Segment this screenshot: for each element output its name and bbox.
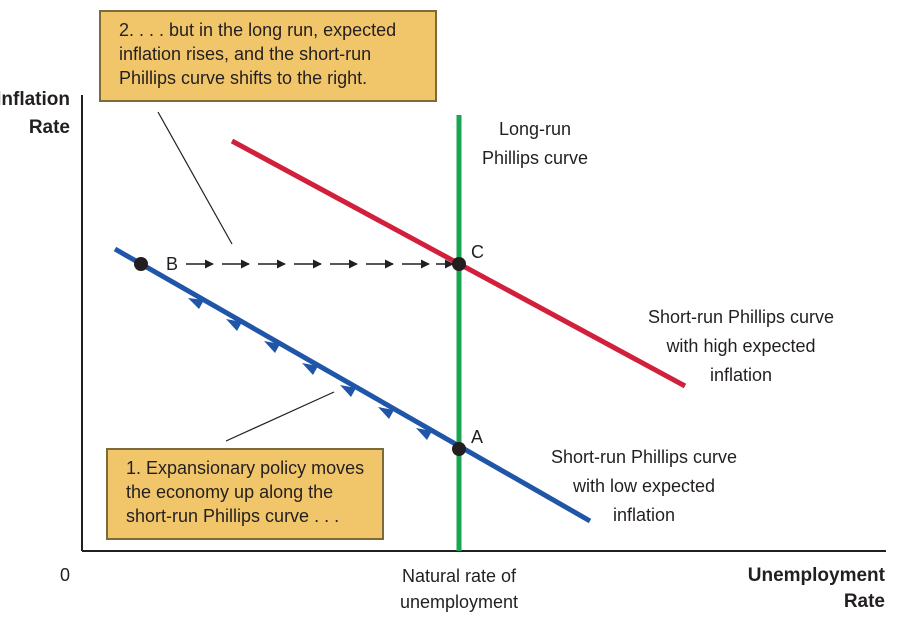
point-c-label: C bbox=[471, 242, 484, 262]
short-run-low-curve bbox=[113, 246, 592, 524]
y-axis-label: Inflation Rate bbox=[0, 89, 70, 138]
origin-label: 0 bbox=[60, 565, 71, 585]
natural-rate-label: Natural rate of unemployment bbox=[399, 566, 519, 612]
high-curve-label: Short-run Phillips curve with high expec… bbox=[647, 307, 835, 385]
curve-arrow-icon bbox=[378, 407, 394, 419]
movement-arrows bbox=[188, 298, 432, 440]
point-a-marker bbox=[452, 442, 466, 456]
low-curve-label: Short-run Phillips curve with low expect… bbox=[550, 447, 738, 525]
curve-arrow-icon bbox=[302, 363, 318, 375]
curve-arrow-icon bbox=[264, 341, 280, 353]
point-b-label: B bbox=[166, 254, 179, 274]
point-c-marker bbox=[452, 257, 466, 271]
long-run-curve-label: Long-run Phillips curve bbox=[481, 119, 589, 168]
bottom-callout: 1. Expansionary policy moves the economy… bbox=[106, 448, 384, 540]
curve-arrow-icon bbox=[416, 428, 432, 440]
bottom-callout-pointer bbox=[225, 391, 335, 442]
top-callout-pointer bbox=[157, 111, 233, 245]
x-axis-label: Unemployment Rate bbox=[747, 565, 885, 612]
curve-arrow-icon bbox=[340, 385, 356, 397]
curve-arrow-icon bbox=[226, 319, 242, 331]
curve-arrow-icon bbox=[188, 298, 204, 309]
top-callout: 2. . . . but in the long run, expected i… bbox=[99, 10, 437, 102]
point-b-marker bbox=[134, 257, 148, 271]
point-a-label: A bbox=[471, 427, 484, 447]
